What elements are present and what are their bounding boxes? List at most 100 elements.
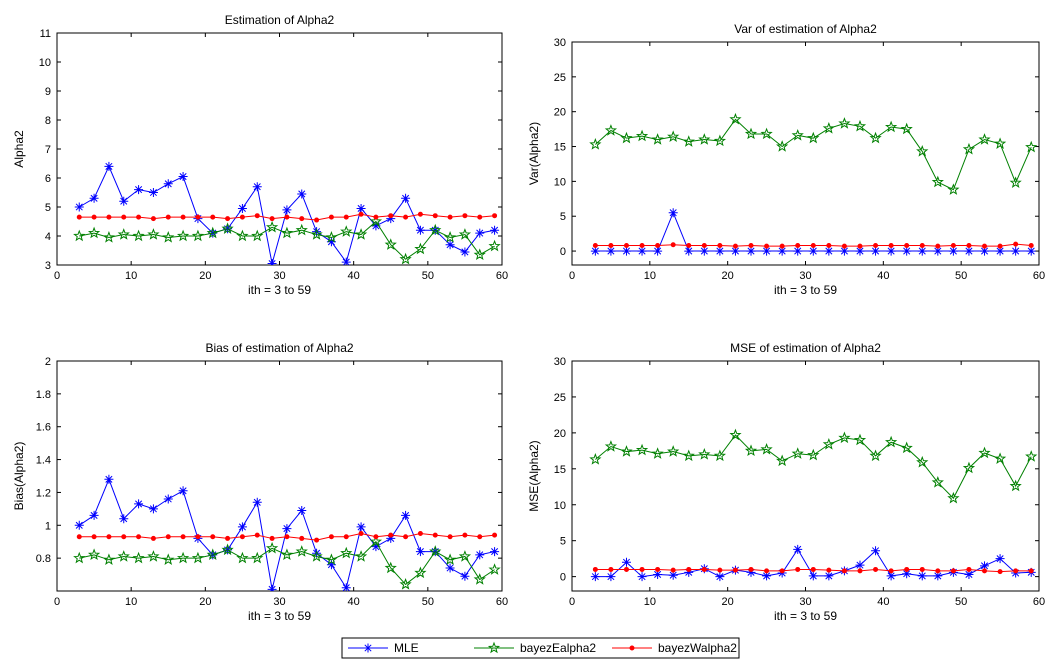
data-point (793, 544, 803, 554)
data-point (667, 130, 680, 142)
data-point (1013, 241, 1019, 247)
data-point (251, 551, 264, 564)
data-point (807, 448, 820, 461)
x-tick-label: 0 (54, 270, 60, 282)
y-axis-label: Alpha2 (12, 130, 26, 168)
data-point (637, 246, 647, 256)
data-point (962, 142, 976, 155)
data-point (119, 196, 129, 206)
data-point (904, 242, 910, 248)
data-point (592, 242, 598, 248)
data-point (855, 246, 865, 256)
data-point (947, 183, 960, 195)
data-point (447, 214, 453, 220)
legend-entry-mle: MLE (348, 641, 419, 655)
data-point (1009, 176, 1022, 188)
data-point (180, 534, 186, 540)
data-point (762, 246, 772, 256)
data-point (933, 246, 943, 256)
data-point (414, 566, 427, 579)
series-mle (590, 208, 1036, 256)
x-tick-label: 20 (722, 270, 734, 282)
data-point (163, 179, 173, 189)
y-tick-label: 8 (45, 115, 51, 127)
data-point (414, 242, 427, 255)
data-point (653, 246, 663, 256)
data-point (239, 534, 245, 540)
data-point (76, 214, 82, 220)
data-point (458, 228, 472, 240)
data-point (326, 237, 336, 247)
data-point (254, 213, 260, 219)
data-point (698, 448, 711, 460)
data-point (180, 214, 186, 220)
data-point (950, 242, 956, 248)
data-point (399, 252, 412, 265)
data-point (417, 531, 423, 536)
data-point (210, 534, 216, 540)
y-tick-label: 1.4 (36, 455, 51, 467)
data-point (982, 568, 988, 574)
data-point (980, 246, 990, 256)
data-point (886, 571, 896, 581)
data-point (935, 243, 941, 249)
data-point (134, 499, 144, 509)
data-point (966, 566, 972, 572)
data-point (386, 214, 396, 224)
data-point (475, 228, 485, 238)
data-point (764, 568, 770, 574)
data-point (917, 246, 927, 256)
data-point (824, 571, 834, 581)
data-point (684, 567, 694, 577)
data-point (808, 571, 818, 581)
data-point (900, 122, 913, 135)
data-point (488, 563, 501, 575)
data-point (857, 243, 863, 249)
data-point (1025, 450, 1038, 462)
data-point (282, 205, 292, 215)
data-point (916, 144, 929, 157)
chart-estimation-of-alpha2: 0 10 20 30 40 50 60 3 4 5 6 7 8 9 10 11 Estimation of Al… (12, 13, 508, 297)
data-point (684, 246, 694, 256)
data-point (163, 494, 173, 504)
y-axis-label: Bias(Alpha2) (12, 442, 26, 511)
data-point (310, 228, 323, 240)
data-point (284, 534, 290, 540)
data-point (869, 449, 882, 462)
data-point (236, 551, 249, 564)
data-point (682, 449, 695, 462)
x-tick-label: 50 (955, 270, 967, 282)
data-point (857, 568, 863, 574)
data-point (477, 214, 483, 220)
data-point (948, 246, 958, 256)
x-axis-label: ith = 3 to 59 (248, 283, 311, 297)
data-point (732, 243, 738, 249)
data-point (762, 571, 772, 581)
series-bayezwalpha2 (76, 211, 498, 223)
y-tick-label: 20 (554, 107, 566, 119)
y-tick-label: 30 (554, 37, 566, 49)
data-point (962, 461, 976, 474)
legend-box (341, 637, 740, 659)
data-point (237, 522, 247, 532)
data-point (826, 242, 832, 248)
data-point (341, 583, 351, 591)
data-point (326, 560, 336, 570)
data-point (354, 550, 368, 562)
data-point (717, 567, 723, 573)
data-point (462, 213, 468, 219)
y-tick-label: 10 (39, 57, 51, 69)
data-point (590, 246, 600, 256)
data-point (284, 214, 290, 220)
data-point (102, 231, 116, 243)
data-point (91, 214, 97, 220)
x-axis-label: ith = 3 to 59 (248, 609, 311, 623)
series-line (595, 118, 1032, 191)
data-point (221, 222, 234, 234)
data-point (280, 548, 294, 561)
data-point (639, 242, 645, 248)
y-tick-label: 30 (554, 356, 566, 368)
data-point (982, 243, 988, 249)
series-bayezealpha2 (589, 428, 1038, 504)
